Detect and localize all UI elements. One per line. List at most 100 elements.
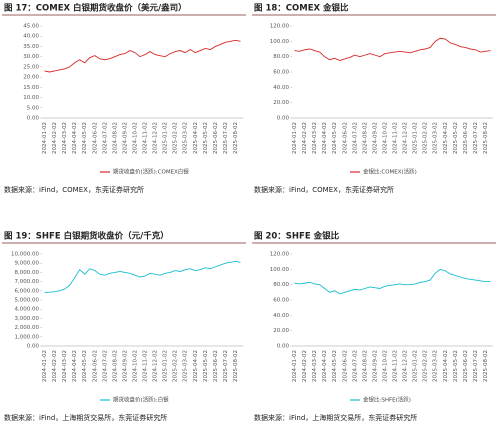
x-tick-label: 2024-06-02	[342, 122, 348, 154]
y-tick-label: 120.00	[270, 24, 290, 30]
x-tick-label: 2025-02-02	[423, 122, 429, 154]
legend-label: 期货收盘价(活跃):COMEX白银	[113, 168, 189, 176]
y-tick-label: 3,000.00	[15, 316, 40, 322]
x-tick-label: 2025-08-02	[483, 122, 489, 154]
x-tick-label: 2024-07-02	[352, 122, 358, 154]
y-tick-label: 20.00	[273, 328, 289, 334]
x-tick-label: 2025-02-02	[173, 350, 179, 382]
x-tick-label: 2025-03-02	[183, 122, 189, 154]
x-tick-label: 2024-06-02	[342, 350, 348, 382]
x-tick-label: 2025-03-02	[183, 350, 189, 382]
y-tick-label: 7,000.00	[15, 279, 40, 285]
y-tick-label: 30.00	[23, 54, 39, 60]
x-tick-label: 2024-12-02	[403, 122, 409, 154]
x-tick-label: 2024-05-02	[332, 122, 338, 154]
y-tick-label: 15.00	[23, 85, 39, 91]
x-tick-label: 2024-08-02	[362, 350, 368, 382]
x-tick-label: 2025-04-02	[193, 350, 199, 382]
series-line	[44, 260, 241, 294]
y-tick-label: 20.00	[273, 100, 289, 106]
x-tick-label: 2024-12-02	[403, 350, 409, 382]
x-tick-label: 2024-02-02	[52, 350, 58, 382]
x-tick-label: 2024-01-02	[42, 122, 48, 154]
x-tick-label: 2024-05-02	[332, 350, 338, 382]
x-tick-label: 2024-01-02	[292, 122, 298, 154]
x-tick-label: 2024-08-02	[362, 122, 368, 154]
y-tick-label: 100.00	[270, 39, 290, 45]
x-tick-label: 2025-03-02	[433, 350, 439, 382]
x-tick-label: 2024-11-02	[393, 350, 399, 382]
x-tick-label: 2025-05-02	[203, 122, 209, 154]
legend-label: 金银比:COMEX(活跃)	[363, 168, 417, 176]
x-tick-label: 2025-05-02	[453, 350, 459, 382]
source-note: 数据来源：iFind，COMEX，东莞证券研究所	[4, 185, 144, 194]
y-tick-label: 100.00	[270, 267, 290, 273]
x-tick-label: 2024-07-02	[352, 350, 358, 382]
x-tick-label: 2024-10-02	[382, 122, 388, 154]
y-tick-label: 8,000.00	[15, 270, 40, 276]
y-tick-label: 40.00	[273, 85, 289, 91]
y-tick-label: 80.00	[273, 282, 289, 288]
x-tick-label: 2024-10-02	[382, 350, 388, 382]
y-tick-label: 40.00	[273, 313, 289, 319]
x-tick-label: 2024-04-02	[72, 350, 78, 382]
x-tick-label: 2025-01-02	[413, 350, 419, 382]
y-tick-label: 10.00	[23, 95, 39, 101]
y-tick-label: 0.00	[27, 344, 40, 350]
x-tick-label: 2025-08-02	[233, 122, 239, 154]
x-tick-label: 2024-10-02	[132, 350, 138, 382]
series-line	[44, 39, 241, 73]
y-tick-label: 0.00	[277, 116, 290, 122]
figure-title: 图 19：SHFE 白银期货收盘价（元/千克）	[4, 231, 169, 242]
series-line	[294, 37, 491, 61]
x-tick-label: 2024-05-02	[82, 122, 88, 154]
x-tick-label: 2024-03-02	[62, 122, 68, 154]
x-tick-label: 2024-04-02	[322, 122, 328, 154]
y-tick-label: 9,000.00	[15, 261, 40, 267]
x-tick-label: 2024-04-02	[322, 350, 328, 382]
y-tick-label: 5.00	[27, 105, 40, 111]
x-tick-label: 2024-08-02	[112, 350, 118, 382]
x-tick-label: 2025-01-02	[413, 122, 419, 154]
x-tick-label: 2024-09-02	[372, 122, 378, 154]
y-tick-label: 6,000.00	[15, 288, 40, 294]
x-tick-label: 2024-08-02	[112, 122, 118, 154]
x-tick-label: 2024-02-02	[302, 122, 308, 154]
x-tick-label: 2024-03-02	[62, 350, 68, 382]
x-tick-label: 2024-11-02	[143, 350, 149, 382]
x-tick-label: 2024-12-02	[153, 350, 159, 382]
x-tick-label: 2024-12-02	[153, 122, 159, 154]
x-tick-label: 2024-10-02	[132, 122, 138, 154]
y-tick-label: 4,000.00	[15, 307, 40, 313]
figure-title: 图 20：SHFE 金银比	[254, 231, 340, 242]
x-tick-label: 2025-01-02	[163, 122, 169, 154]
x-tick-label: 2025-07-02	[223, 122, 229, 154]
y-tick-label: 0.00	[277, 344, 290, 350]
x-tick-label: 2025-04-02	[443, 122, 449, 154]
legend-label: 期货收盘价(活跃):白银	[113, 396, 169, 404]
x-tick-label: 2025-06-02	[463, 350, 469, 382]
y-tick-label: 45.00	[23, 24, 39, 30]
x-tick-label: 2024-01-02	[42, 350, 48, 382]
x-tick-label: 2025-06-02	[463, 122, 469, 154]
y-tick-label: 35.00	[23, 44, 39, 50]
x-tick-label: 2024-03-02	[312, 350, 318, 382]
x-tick-label: 2025-02-02	[423, 350, 429, 382]
x-tick-label: 2024-11-02	[143, 122, 149, 154]
x-tick-label: 2025-04-02	[193, 122, 199, 154]
y-tick-label: 1,000.00	[15, 334, 40, 340]
y-tick-label: 60.00	[273, 298, 289, 304]
x-tick-label: 2024-06-02	[92, 350, 98, 382]
y-tick-label: 60.00	[273, 70, 289, 76]
y-tick-label: 120.00	[270, 252, 290, 258]
x-tick-label: 2025-08-02	[233, 350, 239, 382]
source-note: 数据来源：iFind，上海期货交易所，东莞证券研究所	[254, 413, 417, 422]
x-tick-label: 2025-07-02	[473, 350, 479, 382]
x-tick-label: 2024-04-02	[72, 122, 78, 154]
x-tick-label: 2024-09-02	[372, 350, 378, 382]
x-tick-label: 2025-04-02	[443, 350, 449, 382]
x-tick-label: 2024-03-02	[312, 122, 318, 154]
series-line	[294, 268, 491, 295]
y-tick-label: 20.00	[23, 75, 39, 81]
